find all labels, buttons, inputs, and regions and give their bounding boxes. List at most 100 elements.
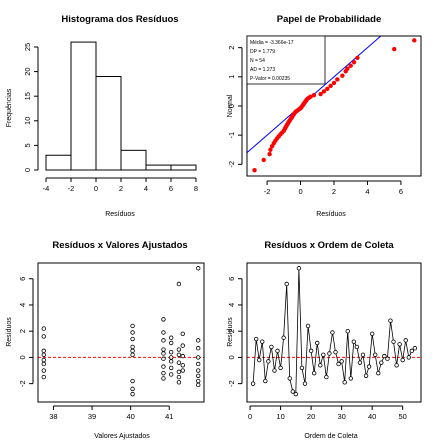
y-tick-label: 15 <box>23 92 32 100</box>
order-plot-xlabel: Ordem de Coleta <box>304 433 357 440</box>
fitted-plot-xlabel: Valores Ajustados <box>94 433 150 440</box>
x-tick-label: 50 <box>399 412 407 421</box>
x-tick-label: -2 <box>68 184 75 193</box>
probability-point <box>412 38 417 43</box>
fitted-point <box>196 361 201 367</box>
histogram-ylabel: Frequências <box>6 88 13 127</box>
fitted-point <box>130 323 135 329</box>
fitted-point <box>41 368 46 373</box>
x-tick-label: 39 <box>88 412 96 421</box>
y-tick-label: -1 <box>227 132 236 139</box>
y-tick-label: 25 <box>23 43 32 51</box>
fitted-point <box>130 330 135 335</box>
fitted-point <box>161 347 166 352</box>
order-point <box>406 355 411 360</box>
y-tick-label: 2 <box>18 329 27 333</box>
order-point <box>318 363 323 368</box>
fitted-point <box>41 348 46 354</box>
x-tick-label: 2 <box>332 187 336 196</box>
x-tick-label: -4 <box>43 184 50 193</box>
fitted-point <box>196 355 201 360</box>
order-point <box>315 340 320 346</box>
fitted-point <box>180 368 185 373</box>
fitted-point <box>196 346 201 351</box>
reference-line <box>247 36 382 154</box>
y-tick-label: 20 <box>23 67 32 75</box>
x-tick-label: 30 <box>337 412 345 421</box>
order-point <box>382 353 387 359</box>
order-point <box>400 357 405 363</box>
probability-point <box>311 93 317 98</box>
y-tick-label: 5 <box>23 143 32 147</box>
fitted-point <box>180 343 185 348</box>
order-point <box>278 365 283 371</box>
fitted-point <box>161 330 166 335</box>
residual-series-line <box>252 268 416 395</box>
fitted-point <box>41 326 46 331</box>
order-plot-ylabel: Resíduos <box>227 317 234 347</box>
histogram-panel: -4 -2 0 2 4 6 8 0 5 10 15 20 25 <box>23 41 198 193</box>
stats-legend-line: Média = -3.366e-17 <box>250 40 294 46</box>
y-tick-label: 0 <box>23 168 32 172</box>
x-tick-label: 0 <box>298 187 302 196</box>
order-point <box>403 338 408 343</box>
fitted-point <box>176 281 182 287</box>
stats-legend: Média = -3.366e-17 DP = 1.779 N = 54 AD = 1… <box>246 35 326 85</box>
y-tick-label: 0 <box>227 104 236 108</box>
probability-plot-xlabel: Resíduos <box>316 211 346 218</box>
stats-legend-line: P-Valor = 0.00235 <box>250 76 290 82</box>
probability-plot-title: Papel de Probabilidade <box>277 14 382 25</box>
fitted-point <box>130 348 135 354</box>
fitted-plot-panel: 38 39 40 41 -2 0 2 4 6 <box>18 262 205 421</box>
x-tick-label: 10 <box>276 412 284 421</box>
fitted-point <box>168 340 174 346</box>
fitted-point <box>176 369 182 375</box>
order-point <box>388 318 393 323</box>
probability-point <box>318 91 323 97</box>
y-tick-label: 6 <box>18 277 27 281</box>
probability-plot-panel: -2 0 2 4 6 -2 -1 0 1 2 Média = -3.366e-17 DP = 1.77… <box>227 35 422 196</box>
order-point <box>260 339 265 344</box>
y-tick-label: 0 <box>227 355 236 359</box>
order-point <box>257 357 262 363</box>
order-point <box>281 335 286 340</box>
y-tick-label: -2 <box>227 161 236 168</box>
fitted-point <box>196 368 201 373</box>
fitted-point <box>130 391 135 397</box>
order-point <box>373 352 378 357</box>
order-point <box>287 376 292 381</box>
x-tick-label: 2 <box>119 184 123 193</box>
histogram-xlabel: Resíduos <box>105 211 135 218</box>
x-tick-label: 40 <box>126 412 134 421</box>
fitted-point <box>41 334 46 339</box>
order-point <box>275 348 280 354</box>
y-tick-label: 1 <box>227 75 236 79</box>
x-tick-label: 40 <box>368 412 376 421</box>
probability-point <box>267 151 272 157</box>
order-point <box>305 323 311 329</box>
fitted-point <box>168 355 174 360</box>
histogram-bar <box>170 164 197 171</box>
fitted-point <box>161 364 166 369</box>
y-tick-label: 0 <box>18 355 27 359</box>
order-point <box>348 376 353 381</box>
order-point <box>363 373 369 378</box>
order-point <box>330 330 335 335</box>
fitted-point <box>196 373 201 378</box>
histogram-bar <box>70 41 97 171</box>
order-point <box>302 381 308 386</box>
order-point <box>376 370 381 376</box>
order-point <box>284 281 289 287</box>
plot-frame <box>37 262 205 403</box>
order-point <box>385 356 390 361</box>
x-tick-label: 8 <box>194 184 198 193</box>
fitted-plot-ylabel: Resíduos <box>6 317 13 347</box>
fitted-point <box>180 353 185 359</box>
plot-frame <box>246 35 422 177</box>
probability-plot-ylabel: Normal <box>227 94 234 117</box>
order-point <box>333 349 338 355</box>
order-point <box>321 352 326 357</box>
probability-point <box>345 66 350 71</box>
x-tick-label: 20 <box>307 412 315 421</box>
probability-point <box>261 157 266 163</box>
